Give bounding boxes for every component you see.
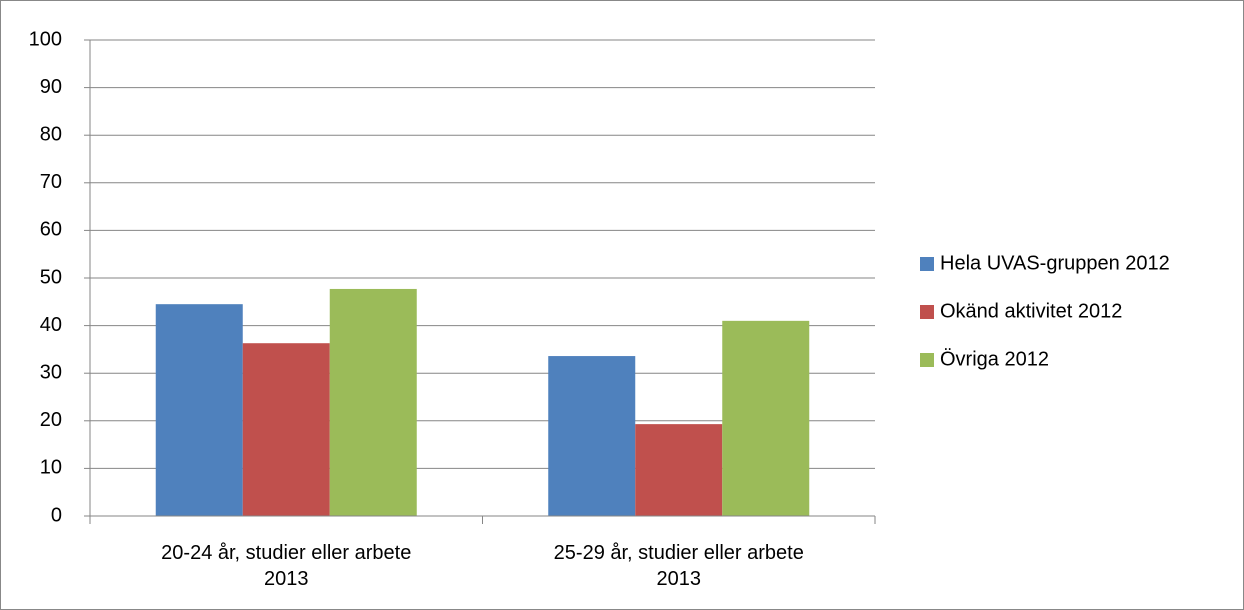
y-tick-label: 80 xyxy=(40,123,62,145)
y-tick-label: 30 xyxy=(40,361,62,383)
legend-swatch xyxy=(920,257,934,271)
bar xyxy=(548,356,636,516)
x-tick-label: 25-29 år, studier eller arbete 2013 xyxy=(553,542,804,590)
bar xyxy=(722,320,810,516)
y-tick-label: 90 xyxy=(40,76,62,98)
y-tick-label: 70 xyxy=(40,171,62,193)
bar xyxy=(329,288,417,516)
y-tick-label: 0 xyxy=(51,504,62,526)
y-tick-label: 40 xyxy=(40,314,62,336)
bar xyxy=(155,304,243,516)
y-tick-label: 60 xyxy=(40,219,62,241)
bar xyxy=(242,343,330,516)
y-tick-label: 50 xyxy=(40,266,62,288)
legend-swatch xyxy=(920,305,934,319)
legend-label: Okänd aktivitet 2012 xyxy=(940,300,1122,322)
y-tick-label: 10 xyxy=(40,457,62,479)
x-tick-label: 20-24 år, studier eller arbete 2013 xyxy=(161,542,412,590)
legend-swatch xyxy=(920,353,934,367)
legend-label: Hela UVAS-gruppen 2012 xyxy=(940,252,1170,274)
legend-label: Övriga 2012 xyxy=(940,348,1049,370)
y-tick-label: 100 xyxy=(29,28,62,50)
bar xyxy=(635,424,723,516)
y-tick-label: 20 xyxy=(40,409,62,431)
